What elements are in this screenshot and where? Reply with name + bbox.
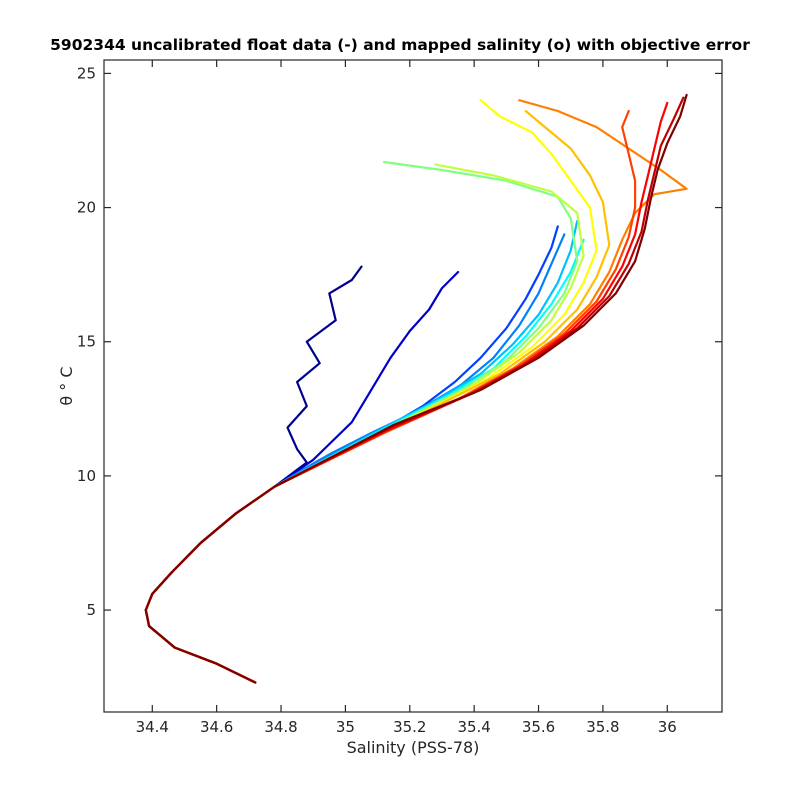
x-tick-label: 35.4 xyxy=(457,718,490,736)
y-tick-label: 10 xyxy=(77,467,96,485)
y-tick-label: 5 xyxy=(86,601,96,619)
x-tick-label: 35.2 xyxy=(393,718,426,736)
x-tick-label: 34.4 xyxy=(136,718,169,736)
profile-line-10 xyxy=(144,109,611,684)
x-axis: 34.4 34.6 34.8 35 35.2 35.4 35.6 35.8 36 xyxy=(136,60,677,736)
x-tick-label: 35.8 xyxy=(586,718,619,736)
profile-line-12 xyxy=(144,109,637,684)
profile-line-4 xyxy=(144,233,566,684)
y-axis-label: θ ° C xyxy=(57,366,76,405)
x-axis-label: Salinity (PSS-78) xyxy=(347,738,480,757)
y-tick-label: 15 xyxy=(77,333,96,351)
chart-title: 5902344 uncalibrated float data (-) and … xyxy=(50,36,750,54)
profile-line-2 xyxy=(144,270,460,684)
x-tick-label: 34.6 xyxy=(200,718,233,736)
x-tick-label: 34.8 xyxy=(264,718,297,736)
profile-line-14 xyxy=(144,96,685,684)
profile-line-8 xyxy=(144,163,585,684)
profile-line-1 xyxy=(144,265,363,684)
x-tick-label: 36 xyxy=(658,718,677,736)
x-tick-label: 35 xyxy=(336,718,355,736)
profile-line-5 xyxy=(144,219,579,684)
series-layer xyxy=(144,93,688,684)
profile-line-15 xyxy=(144,93,688,684)
y-tick-label: 25 xyxy=(77,64,96,82)
profile-line-6 xyxy=(144,238,585,684)
profile-line-7 xyxy=(144,160,579,684)
y-tick-label: 20 xyxy=(77,199,96,217)
x-tick-label: 35.6 xyxy=(522,718,555,736)
profile-line-3 xyxy=(144,225,559,684)
profile-line-11 xyxy=(144,99,688,684)
profile-line-13 xyxy=(144,101,669,684)
plot-frame xyxy=(103,59,723,713)
y-axis: 5 10 15 20 25 xyxy=(77,64,722,619)
